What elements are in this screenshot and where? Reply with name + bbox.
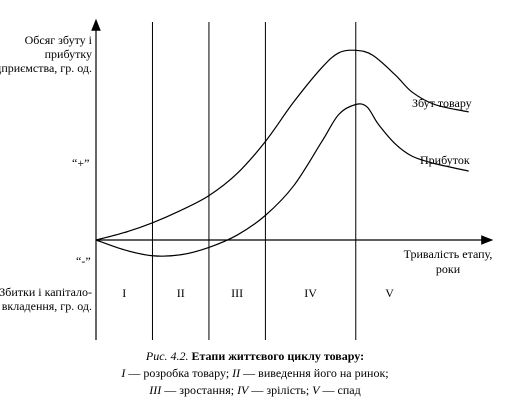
caption-line2-text-2: — виведення його на ринок; [240, 366, 389, 380]
stage-label-1: I [122, 286, 127, 300]
caption-line3-roman-1: III [149, 383, 162, 397]
y-axis-negative-label: Збитки і капітало- вкладення, гр. од. [0, 285, 92, 313]
caption-title: Етапи життєвого циклу товару: [191, 349, 365, 363]
profit-curve [95, 103, 469, 257]
caption-line3-text-1: — зростання; [161, 383, 238, 397]
y-marker-plus: “+” [72, 156, 90, 170]
caption-line2-roman-2: II [232, 366, 241, 380]
caption-line-3: III — зростання; IV — зрілість; V — спад [0, 382, 510, 399]
caption-line-2: I — розробка товару; II — виведення його… [0, 365, 510, 382]
caption-line3-text-2: — зрілість; [248, 383, 313, 397]
caption-line3-roman-3: V [312, 383, 320, 397]
y-axis-label: Обсяг збуту і прибутку підприємства, гр.… [0, 33, 92, 75]
sales-curve [95, 49, 469, 241]
caption-line2-roman-1: I [121, 366, 126, 380]
series-label-sales: Збут товару [412, 96, 472, 110]
series-label-profit: Прибуток [420, 153, 470, 167]
caption-line-1: Рис. 4.2. Етапи життєвого циклу товару: [0, 348, 510, 365]
y-marker-minus: “-” [76, 254, 91, 268]
x-axis-label: Тривалість етапу, роки [403, 247, 493, 276]
caption-number: Рис. 4.2. [145, 349, 189, 363]
caption-line3-text-3: — спад [319, 383, 361, 397]
stage-label-3: III [231, 286, 244, 300]
stage-label-2: II [176, 286, 185, 300]
stage-label-4: IV [304, 286, 317, 300]
figure-caption: Рис. 4.2. Етапи життєвого циклу товару: … [0, 348, 510, 399]
caption-line3-roman-2: IV [237, 383, 249, 397]
caption-line2-text-1: — розробка товару; [125, 366, 233, 380]
stage-label-5: V [385, 286, 394, 300]
